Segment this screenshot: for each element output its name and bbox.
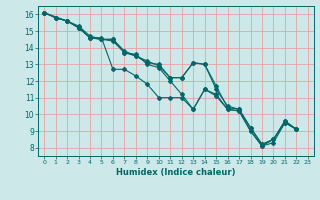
X-axis label: Humidex (Indice chaleur): Humidex (Indice chaleur): [116, 168, 236, 177]
